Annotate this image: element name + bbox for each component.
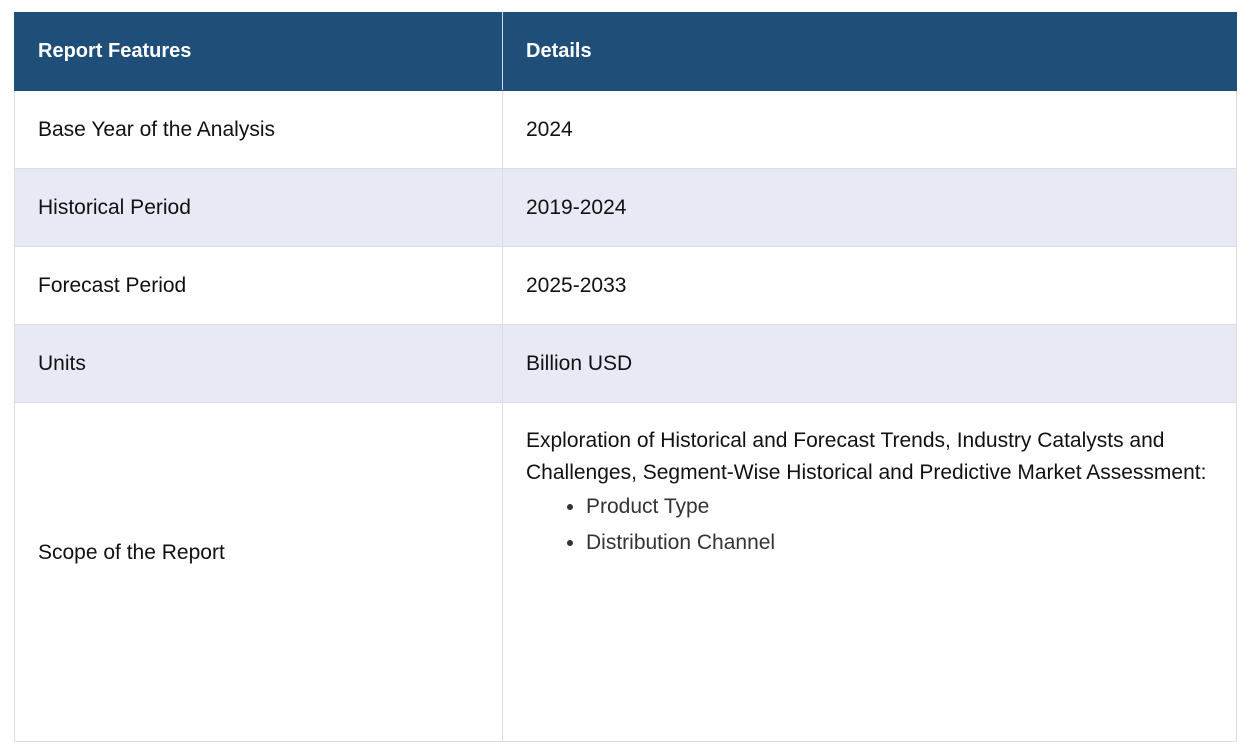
header-details: Details [502, 12, 1237, 91]
scope-segment-list: Product Type Distribution Channel [526, 489, 1218, 561]
report-features-table-container: Report Features Details Base Year of the… [14, 12, 1237, 742]
row-detail-value: Billion USD [502, 324, 1237, 403]
row-feature-label: Historical Period [14, 168, 503, 247]
row-feature-label: Forecast Period [14, 246, 503, 325]
scope-feature-label: Scope of the Report [14, 402, 503, 742]
table-header-row: Report Features Details [14, 12, 1237, 91]
row-feature-label: Units [14, 324, 503, 403]
scope-description: Exploration of Historical and Forecast T… [526, 429, 1207, 484]
row-detail-value: 2025-2033 [502, 246, 1237, 325]
scope-detail-cell: Exploration of Historical and Forecast T… [502, 402, 1237, 742]
list-item: Distribution Channel [586, 525, 1218, 561]
table-row-scope: Scope of the Report Exploration of Histo… [14, 402, 1237, 742]
report-features-table: Report Features Details Base Year of the… [14, 12, 1237, 742]
row-detail-value: 2024 [502, 90, 1237, 169]
list-item: Product Type [586, 489, 1218, 525]
row-detail-value: 2019-2024 [502, 168, 1237, 247]
row-feature-label: Base Year of the Analysis [14, 90, 503, 169]
table-row: Units Billion USD [14, 324, 1237, 403]
table-row: Forecast Period 2025-2033 [14, 246, 1237, 325]
table-row: Historical Period 2019-2024 [14, 168, 1237, 247]
table-row: Base Year of the Analysis 2024 [14, 90, 1237, 169]
header-report-features: Report Features [14, 12, 503, 91]
